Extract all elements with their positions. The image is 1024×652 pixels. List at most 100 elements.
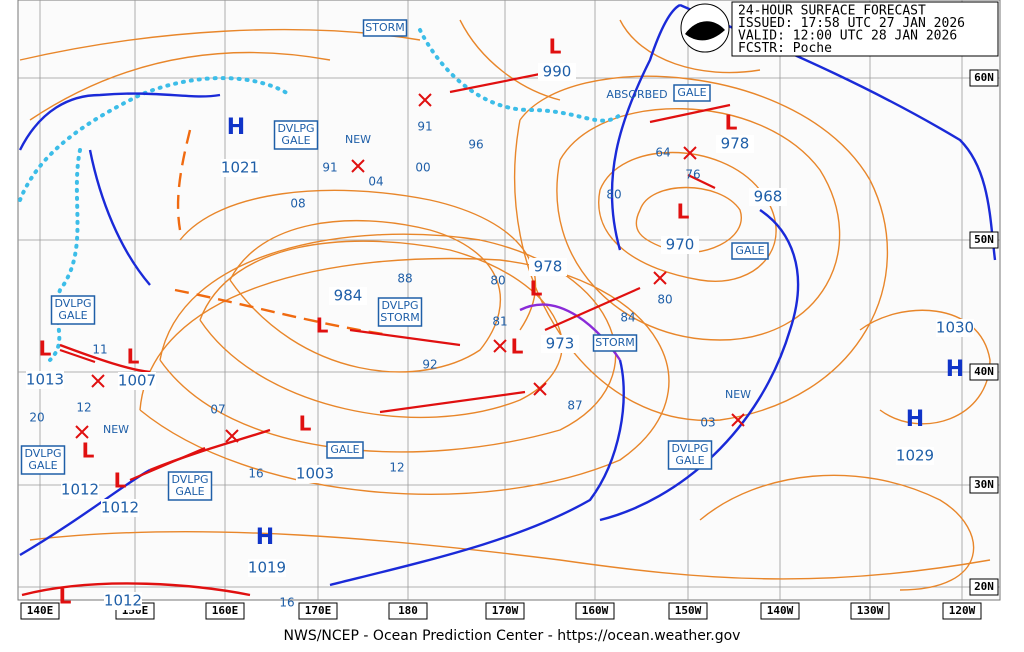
pressure-label: 00 xyxy=(415,161,430,175)
lon-label: 180 xyxy=(398,604,418,617)
warning-label: DVLPG xyxy=(171,473,208,486)
lat-label-box xyxy=(969,363,999,381)
pressure-label: 87 xyxy=(567,399,582,413)
low-center: L xyxy=(511,335,524,359)
header-box xyxy=(731,1,999,57)
lon-label: 140W xyxy=(767,604,794,617)
high-center: H xyxy=(906,407,924,432)
storm-tracks xyxy=(59,68,731,482)
pressure-label-bg xyxy=(118,372,156,390)
warning-label: STORM xyxy=(380,311,420,324)
track-arrow xyxy=(687,174,716,189)
pressure-label-bg xyxy=(101,499,139,517)
pressure-label-bg xyxy=(296,465,334,483)
lon-label-box xyxy=(760,602,800,620)
low-center: L xyxy=(725,111,738,135)
pressure-label-bg xyxy=(329,287,367,305)
pressure-label: 07 xyxy=(210,403,225,417)
low-center: L xyxy=(114,469,127,493)
pressure-label: 91 xyxy=(417,120,432,134)
isobars xyxy=(19,19,991,591)
low-center: L xyxy=(549,35,562,59)
pressure-label: 1021 xyxy=(221,159,259,177)
pressure-label-bg xyxy=(896,447,934,465)
low-center: L xyxy=(316,314,329,338)
pressure-label-bg xyxy=(221,159,259,177)
header xyxy=(680,1,999,57)
pressure-label: 1012 xyxy=(101,499,139,517)
noaa-logo-bird xyxy=(685,21,725,41)
low-center: L xyxy=(677,200,690,224)
warning-box xyxy=(20,445,66,475)
pressure-label: 96 xyxy=(468,138,483,152)
warning-box xyxy=(362,19,408,37)
pressure-label: 11 xyxy=(92,343,107,357)
pressure-label: 64 xyxy=(655,146,670,160)
ice-edge xyxy=(18,28,622,362)
warning-label: GALE xyxy=(28,459,57,472)
warning-label: DVLPG xyxy=(24,447,61,460)
pressure-label: 91 xyxy=(322,161,337,175)
track-arrow xyxy=(59,348,96,364)
pressure-label: 80 xyxy=(490,274,505,288)
pressure-label: 20 xyxy=(29,411,44,425)
pressure-label-bg xyxy=(541,335,579,353)
pressure-label: 08 xyxy=(290,197,305,211)
pressure-label-bg xyxy=(529,258,567,276)
warning-label: ABSORBED xyxy=(606,88,667,101)
warning-box xyxy=(326,441,364,459)
warning-box xyxy=(673,84,711,102)
header-line: 24-HOUR SURFACE FORECAST xyxy=(738,4,926,19)
pressure-label: 1029 xyxy=(896,447,934,465)
pressure-label: 973 xyxy=(546,335,575,353)
lon-label-box xyxy=(575,602,615,620)
header-line: VALID: 12:00 UTC 28 JAN 2026 xyxy=(738,29,957,44)
pressure-label: 978 xyxy=(534,258,563,276)
pressure-label: 16 xyxy=(248,467,263,481)
pressure-label-bg xyxy=(716,135,754,153)
high-center: H xyxy=(227,115,245,140)
lon-label-box xyxy=(668,602,708,620)
warning-label: GALE xyxy=(675,454,704,467)
lon-label: 150W xyxy=(675,604,702,617)
map-frame xyxy=(17,0,1001,601)
low-center: L xyxy=(127,345,140,369)
pressure-label: 80 xyxy=(606,188,621,202)
lat-label-box xyxy=(969,69,999,87)
pressure-label: 990 xyxy=(543,63,572,81)
high-center: H xyxy=(256,525,274,550)
pressure-label-bg xyxy=(936,319,974,337)
header-line: FCSTR: Poche xyxy=(738,41,832,56)
center-x xyxy=(418,93,432,107)
pressure-label: 1030 xyxy=(936,319,974,337)
pressure-label: 04 xyxy=(368,175,383,189)
low-center: L xyxy=(530,277,543,301)
pressure-label: 1012 xyxy=(61,481,99,499)
lat-label-box xyxy=(969,231,999,249)
track-arrow xyxy=(349,328,461,347)
warning-box xyxy=(50,295,96,325)
lon-label-box xyxy=(20,602,60,620)
lat-label: 40N xyxy=(974,365,994,378)
lon-label-box xyxy=(485,602,525,620)
lat-label: 50N xyxy=(974,233,994,246)
pressure-label: 88 xyxy=(397,272,412,286)
warning-label: NEW xyxy=(103,423,129,436)
pressure-label: 84 xyxy=(620,311,635,325)
pressure-label: 1013 xyxy=(26,371,64,389)
warning-label: GALE xyxy=(58,309,87,322)
lon-label: 170W xyxy=(492,604,519,617)
low-center: L xyxy=(299,412,312,436)
warning-box xyxy=(167,471,213,501)
pressure-label: 12 xyxy=(389,461,404,475)
pressure-label: 03 xyxy=(700,416,715,430)
pressure-label: 984 xyxy=(334,287,363,305)
center-x xyxy=(225,429,239,443)
warning-box xyxy=(731,242,769,260)
lon-label-box xyxy=(388,602,428,620)
warning-label: DVLPG xyxy=(54,297,91,310)
header-line: ISSUED: 17:58 UTC 27 JAN 2026 xyxy=(738,16,965,31)
pressure-label: 12 xyxy=(76,401,91,415)
